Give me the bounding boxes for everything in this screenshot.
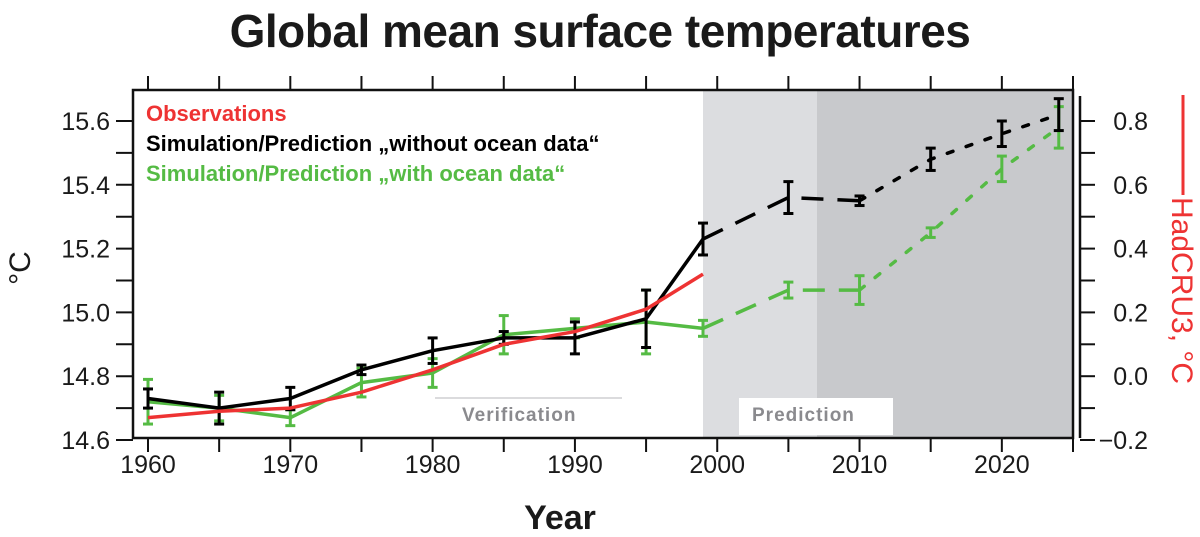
legend-with-ocean: Simulation/Prediction „with ocean data“: [146, 161, 565, 186]
y-tick-label-right: 0.0: [1113, 363, 1148, 391]
error-bar: [569, 320, 580, 356]
legend-observations: Observations: [146, 101, 287, 126]
x-tick-label: 1960: [120, 451, 176, 479]
y-tick-label-right: 0.8: [1113, 108, 1148, 136]
legend-without-ocean: Simulation/Prediction „without ocean dat…: [146, 131, 599, 156]
region-1: [703, 90, 817, 438]
error-bar: [996, 119, 1007, 149]
series-observations-2: [147, 272, 704, 420]
y-tick-label-right: 0.4: [1113, 236, 1148, 264]
error-bar: [143, 387, 153, 410]
series-line-dotted: [857, 125, 1061, 292]
error-bar: [214, 390, 225, 426]
y-axis-title: °C: [4, 251, 37, 285]
series-simulation/prediction-1: [143, 97, 1064, 426]
x-tick-label: 1990: [547, 451, 603, 479]
y-tick-label: 14.6: [61, 427, 110, 455]
series-line-dotted: [857, 112, 1061, 203]
error-bar: [698, 221, 708, 257]
y-tick-label: 15.2: [61, 236, 110, 264]
error-bar: [996, 154, 1007, 184]
error-bar: [925, 146, 936, 172]
y-tick-label: 14.8: [61, 363, 110, 391]
period-labels: Verification Prediction: [435, 397, 893, 435]
series-line-solid: [147, 272, 704, 420]
y-tick-label-right: 0.6: [1113, 172, 1148, 200]
region-2: [816, 90, 1073, 438]
error-bar: [783, 180, 794, 216]
error-bar: [854, 274, 865, 306]
legend: Observations Simulation/Prediction „with…: [146, 101, 599, 186]
error-bar: [854, 194, 865, 208]
series-layer: [143, 97, 1064, 428]
error-bar: [783, 280, 794, 300]
error-bar: [427, 336, 438, 365]
y-tick-label: 15.4: [61, 172, 110, 200]
y-axis-right-title: HadCRU3, °C: [1165, 197, 1198, 384]
error-bar: [356, 363, 367, 377]
axes: 1960 1970 1980 1990 2000 2010 2020 14.6 14.8 15.0…: [61, 76, 1148, 479]
region-0: [133, 90, 703, 438]
y-tick-label: 15.6: [61, 108, 110, 136]
x-tick-label: 2000: [689, 451, 745, 479]
x-tick-label: 2010: [832, 451, 888, 479]
error-bar: [641, 288, 652, 349]
x-tick-label: 2020: [974, 451, 1030, 479]
error-bar: [1053, 97, 1064, 133]
x-tick-label: 1980: [405, 451, 461, 479]
y-tick-label: 15.0: [61, 299, 110, 327]
chart-title: Global mean surface temperatures: [229, 5, 971, 57]
prediction-label: Prediction: [752, 405, 855, 426]
error-bar: [925, 226, 936, 239]
prediction-label-box: [739, 398, 893, 435]
error-bar: [698, 318, 708, 338]
y-tick-label-right: 0.2: [1113, 299, 1148, 327]
plot-frame: [131, 88, 1075, 440]
x-tick-label: 1970: [262, 451, 318, 479]
x-axis-title: Year: [524, 499, 596, 537]
verification-label: Verification: [462, 405, 576, 426]
y-tick-label-right: −0.2: [1099, 427, 1148, 455]
